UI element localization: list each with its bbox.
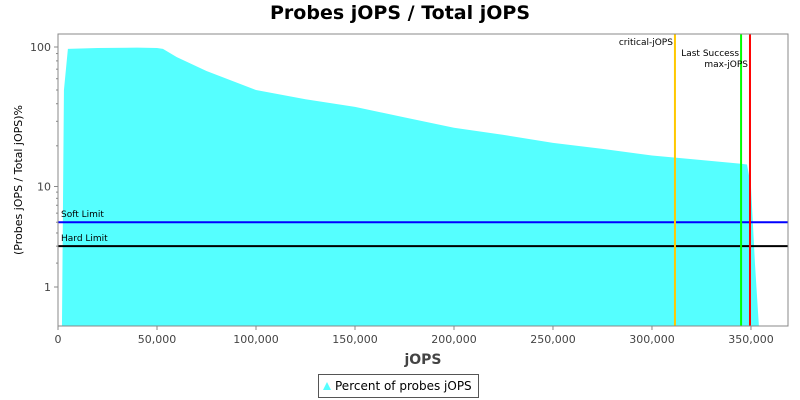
- series-area: [61, 47, 789, 327]
- legend: Percent of probes jOPS: [318, 374, 479, 398]
- x-tick-label: 150,000: [332, 333, 378, 346]
- marker-label: Last Success: [681, 49, 739, 59]
- legend-label: Percent of probes jOPS: [335, 379, 472, 393]
- x-tick-label: 0: [55, 333, 62, 346]
- x-tick-label: 200,000: [431, 333, 477, 346]
- marker-label: max-jOPS: [704, 60, 748, 70]
- x-tick-label: 250,000: [530, 333, 576, 346]
- y-tick-label: 1: [44, 281, 51, 294]
- plot-frame: [57, 33, 789, 327]
- limit-label: Hard Limit: [61, 234, 108, 244]
- y-tick-label: 10: [37, 181, 51, 194]
- legend-marker: [323, 382, 331, 390]
- x-tick-label: 50,000: [138, 333, 177, 346]
- x-tick-label: 100,000: [233, 333, 279, 346]
- y-tick-label: 100: [30, 41, 51, 54]
- chart-title: Probes jOPS / Total jOPS: [270, 2, 530, 24]
- y-axis-label: (Probes jOPS / Total jOPS)%: [12, 105, 25, 255]
- x-axis-label: jOPS: [403, 352, 441, 368]
- marker-label: critical-jOPS: [619, 38, 673, 48]
- limit-label: Soft Limit: [61, 210, 104, 220]
- x-tick-label: 300,000: [629, 333, 675, 346]
- x-tick-label: 350,000: [728, 333, 774, 346]
